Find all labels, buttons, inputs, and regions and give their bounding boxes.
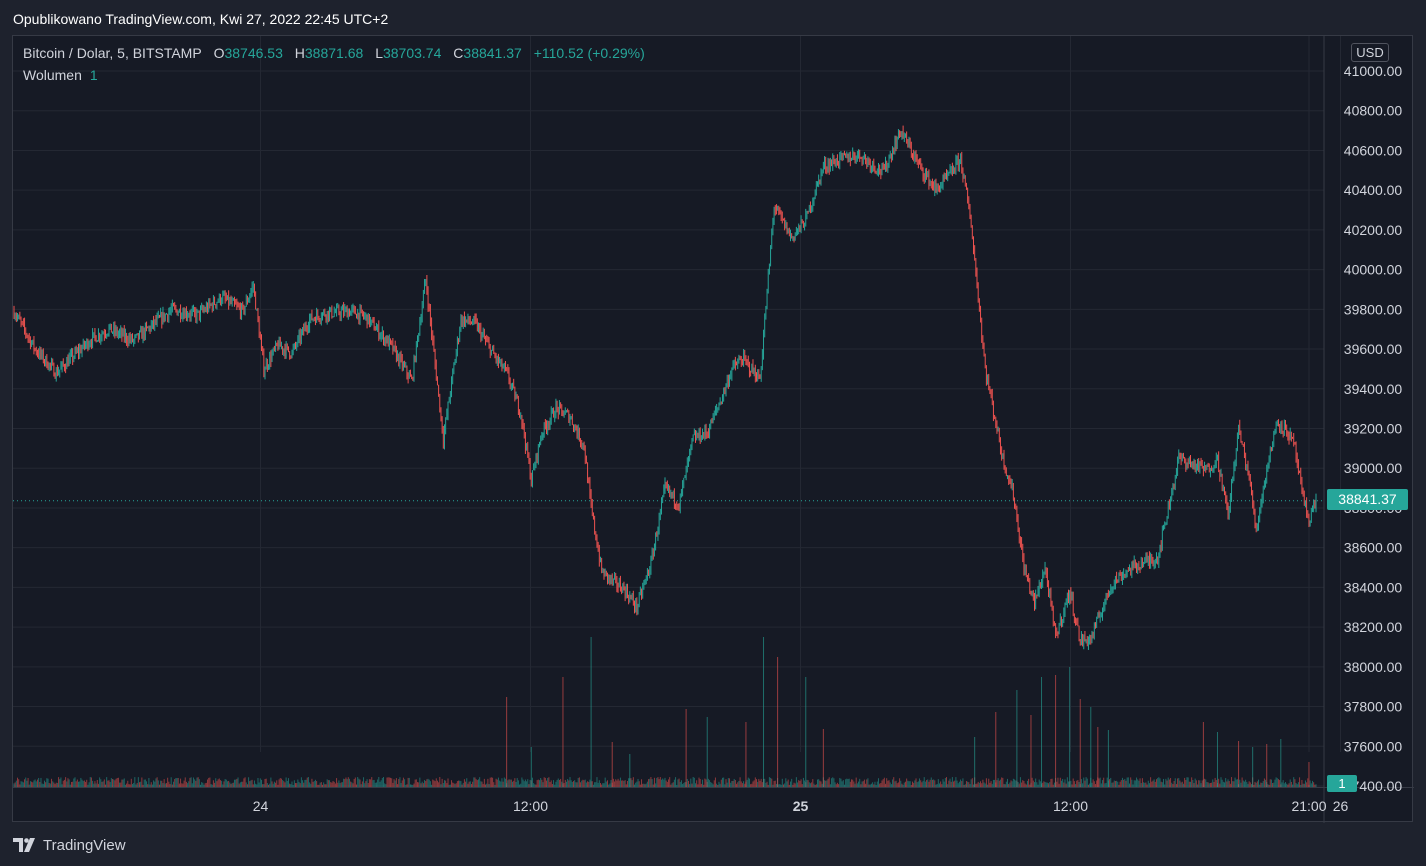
price-tick-label: 38600.00 (1344, 540, 1403, 556)
volume-value: 1 (89, 67, 98, 83)
price-tick-label: 38200.00 (1344, 619, 1403, 635)
price-tick-label: 41000.00 (1344, 63, 1403, 79)
published-info: Opublikowano TradingView.com, Kwi 27, 20… (13, 11, 389, 27)
time-tick-label: 24 (253, 798, 269, 814)
brand[interactable]: TradingView (13, 835, 126, 855)
close-value: 38841.37 (463, 45, 522, 61)
volume-legend: Wolumen 1 (23, 67, 98, 83)
price-tick-label: 40800.00 (1344, 103, 1403, 119)
price-chart[interactable]: 41000.00 40800.00 40600.00 40400.00 40200.00… (13, 36, 1414, 823)
ohlc-legend: Bitcoin / Dolar, 5, BITSTAMP O38746.53 H… (23, 45, 653, 61)
high-key: H (294, 45, 305, 61)
time-tick-label: 21:00 (1291, 798, 1326, 814)
low-key: L (375, 45, 383, 61)
brand-name: TradingView (43, 836, 126, 854)
price-tick-label: 40400.00 (1344, 182, 1403, 198)
price-tick-label: 39800.00 (1344, 301, 1403, 317)
price-tick-label: 38400.00 (1344, 579, 1403, 595)
time-tick-label: 12:00 (1053, 798, 1088, 814)
change-value: +110.52 (+0.29%) (533, 45, 645, 61)
top-bar: Opublikowano TradingView.com, Kwi 27, 20… (0, 0, 1426, 36)
volume-tag: 1 (1327, 775, 1357, 792)
symbol-label[interactable]: Bitcoin / Dolar, 5, BITSTAMP (23, 45, 202, 61)
price-tick-label: 39200.00 (1344, 421, 1403, 437)
price-tick-label: 38000.00 (1344, 659, 1403, 675)
volume-group (13, 637, 1317, 787)
open-key: O (213, 45, 225, 61)
price-tick-label: 37800.00 (1344, 699, 1403, 715)
chart-panel[interactable]: 41000.00 40800.00 40600.00 40400.00 40200.00… (12, 35, 1414, 823)
price-tick-label: 39400.00 (1344, 381, 1403, 397)
price-tick-label: 39000.00 (1344, 460, 1403, 476)
time-tick-label: 12:00 (513, 798, 548, 814)
last-price-tag: 38841.37 (1327, 489, 1408, 510)
open-value: 38746.53 (224, 45, 283, 61)
price-tick-label: 40000.00 (1344, 262, 1403, 278)
volume-label[interactable]: Wolumen (23, 67, 82, 83)
time-tick-label: 25 (793, 798, 809, 814)
price-tick-label: 37600.00 (1344, 738, 1403, 754)
price-tick-label: 37400.00 (1344, 778, 1403, 794)
price-tick-label: 40600.00 (1344, 142, 1403, 158)
candles-group (13, 125, 1317, 650)
time-tick-label: 26 (1333, 798, 1349, 814)
price-tick-label: 39600.00 (1344, 341, 1403, 357)
currency-button[interactable]: USD (1351, 43, 1389, 62)
price-tick-label: 40200.00 (1344, 222, 1403, 238)
close-key: C (453, 45, 464, 61)
high-value: 38871.68 (304, 45, 364, 61)
low-value: 38703.74 (382, 45, 442, 61)
tradingview-logo-icon (13, 838, 35, 852)
